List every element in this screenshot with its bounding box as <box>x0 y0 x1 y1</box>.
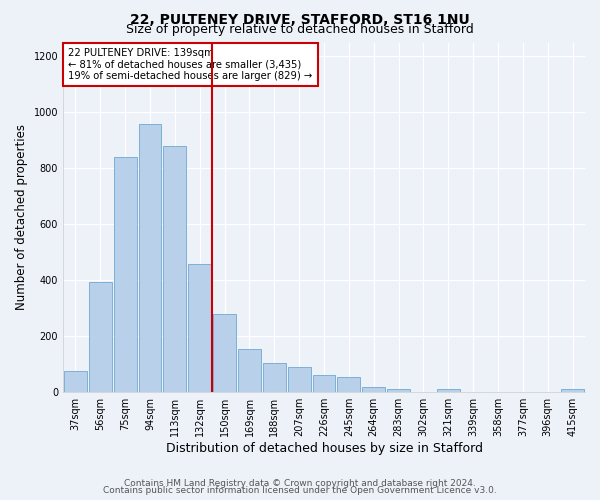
Bar <box>288 367 311 392</box>
Bar <box>89 282 112 392</box>
Text: Size of property relative to detached houses in Stafford: Size of property relative to detached ho… <box>126 22 474 36</box>
Bar <box>263 363 286 392</box>
Bar <box>213 314 236 392</box>
Bar <box>238 349 261 392</box>
Bar <box>437 390 460 392</box>
Bar <box>163 146 187 392</box>
Y-axis label: Number of detached properties: Number of detached properties <box>15 124 28 310</box>
Text: 22, PULTENEY DRIVE, STAFFORD, ST16 1NU: 22, PULTENEY DRIVE, STAFFORD, ST16 1NU <box>130 12 470 26</box>
Text: Contains HM Land Registry data © Crown copyright and database right 2024.: Contains HM Land Registry data © Crown c… <box>124 478 476 488</box>
Bar <box>64 371 87 392</box>
X-axis label: Distribution of detached houses by size in Stafford: Distribution of detached houses by size … <box>166 442 482 455</box>
Bar <box>362 387 385 392</box>
Bar <box>313 376 335 392</box>
Text: Contains public sector information licensed under the Open Government Licence v3: Contains public sector information licen… <box>103 486 497 495</box>
Bar <box>114 157 137 392</box>
Bar <box>139 124 161 392</box>
Bar <box>188 264 211 392</box>
Bar <box>387 390 410 392</box>
Bar <box>561 390 584 392</box>
Bar <box>337 377 361 392</box>
Text: 22 PULTENEY DRIVE: 139sqm
← 81% of detached houses are smaller (3,435)
19% of se: 22 PULTENEY DRIVE: 139sqm ← 81% of detac… <box>68 48 313 81</box>
